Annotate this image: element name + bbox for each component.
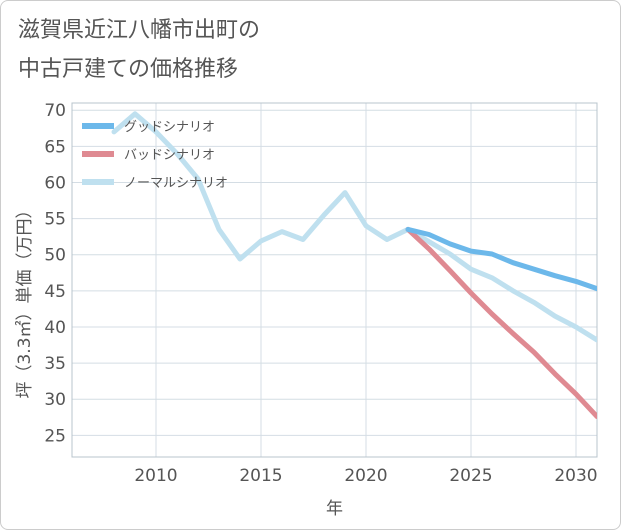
x-tick-label-2015: 2015 <box>239 466 282 486</box>
y-tick-label-70: 70 <box>44 101 66 121</box>
x-tick-label-2020: 2020 <box>344 466 387 486</box>
series-line-2 <box>111 111 597 343</box>
series-line-0 <box>405 226 597 292</box>
series-line-1 <box>405 226 597 419</box>
y-tick-label-60: 60 <box>44 173 66 193</box>
legend-label-0: グッドシナリオ <box>124 120 215 135</box>
grid <box>72 103 597 457</box>
x-axis-label: 年 <box>326 499 343 519</box>
x-tick-label-2025: 2025 <box>449 466 492 486</box>
y-tick-label-45: 45 <box>44 282 66 302</box>
y-axis-label: 坪（3.3㎡）単価（万円） <box>15 201 35 398</box>
series-lines <box>111 111 597 419</box>
chart-title-line2: 中古戸建ての価格推移 <box>18 57 239 82</box>
x-tick-label-2010: 2010 <box>134 466 177 486</box>
plot-border <box>71 102 598 458</box>
legend-label-2: ノーマルシナリオ <box>124 176 228 191</box>
y-tick-label-55: 55 <box>44 210 66 230</box>
chart-title-line1: 滋賀県近江八幡市出町の <box>18 18 261 43</box>
legend-label-1: バッドシナリオ <box>124 148 215 163</box>
y-tick-label-30: 30 <box>44 390 66 410</box>
tick-labels: 25 30 35 40 45 50 55 60 65 70 2010 2015 2020 2025 2030 <box>44 101 597 486</box>
y-tick-label-25: 25 <box>44 426 66 446</box>
y-tick-label-50: 50 <box>44 246 66 266</box>
y-tick-label-35: 35 <box>44 354 66 374</box>
y-tick-label-65: 65 <box>44 137 66 157</box>
x-tick-label-2030: 2030 <box>554 466 597 486</box>
y-tick-label-40: 40 <box>44 318 66 338</box>
